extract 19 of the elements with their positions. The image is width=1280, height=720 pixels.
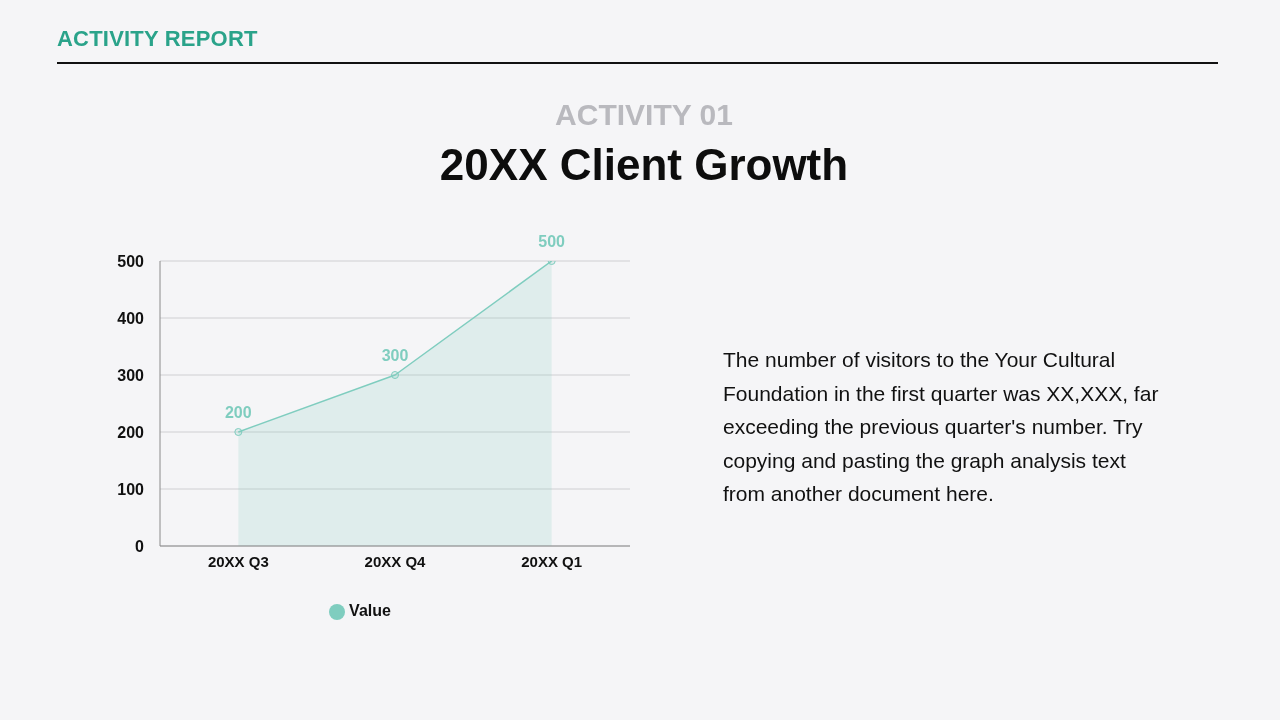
y-tick-label: 500 (117, 252, 145, 270)
point (391, 371, 399, 379)
text: The number of visitors to the Your Cultural Foundation in the first quarter was XX,XXX, far exceeding the previous quarter's number. Try copying and pasting the graph analysis text from another document here. (723, 347, 1160, 507)
y-tick-label: 100 (117, 480, 145, 498)
legend-label: Value (349, 602, 391, 619)
y-tick-label: 300 (117, 366, 145, 384)
x-tick-label: 20XX Q3 (207, 552, 269, 570)
data-label: 300 (381, 347, 409, 364)
y-tick-label: 400 (117, 309, 145, 327)
chart-title: 20XX Client Growth (438, 140, 850, 190)
chart-subtitle: ACTIVITY 01 (554, 98, 734, 132)
text: ACTIVITY REPORT (57, 26, 258, 52)
data-label: 200 (224, 404, 252, 421)
data-label: 500 (538, 233, 566, 250)
x-tick-label: 20XX Q4 (364, 552, 427, 570)
y-tick-label: 200 (117, 423, 145, 441)
point (234, 428, 243, 436)
x-tick-label: 20XX Q1 (521, 552, 583, 570)
y-tick-label: 0 (135, 537, 145, 555)
